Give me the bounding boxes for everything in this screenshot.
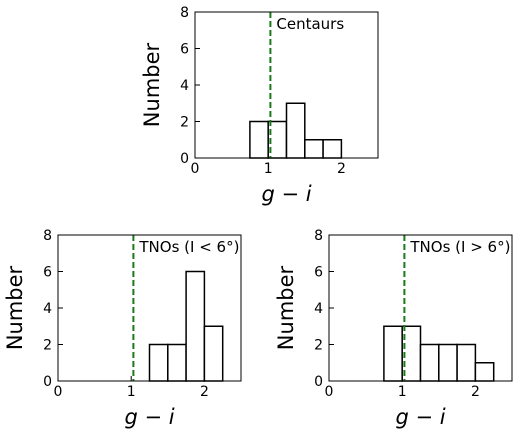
x-tick-label: 0 <box>54 384 63 400</box>
y-tick-label: 4 <box>43 301 52 317</box>
histogram-bar <box>285 102 306 159</box>
y-tick-label: 6 <box>180 42 189 58</box>
y-axis-label: Number <box>274 265 298 350</box>
y-axis-label: Number <box>140 42 164 127</box>
histogram-bar <box>419 343 440 382</box>
y-tick-label: 0 <box>180 151 189 167</box>
y-tick-label: 4 <box>180 78 189 94</box>
histogram-bar <box>249 120 269 159</box>
x-tick-label: 1 <box>127 384 136 400</box>
y-tick-label: 2 <box>314 338 323 354</box>
x-tick-label: 2 <box>337 161 346 177</box>
x-axis-label: g − i <box>261 182 311 206</box>
y-axis-label: Number <box>3 265 27 350</box>
y-tick-label: 4 <box>314 301 323 317</box>
y-tick-label: 8 <box>43 228 52 244</box>
histogram-bar <box>304 139 324 159</box>
histogram-bar <box>185 270 206 382</box>
x-axis-label: g − i <box>395 405 445 429</box>
x-tick-label: 1 <box>398 384 407 400</box>
panel-annotation: TNOs (I > 6°) <box>409 238 510 256</box>
y-tick-label: 2 <box>180 115 189 131</box>
y-tick-label: 2 <box>43 338 52 354</box>
panel-3: 0 1 2 0 2 4 6 8 g − i Number TNOs (I > 6°) <box>274 228 513 429</box>
x-axis-label: g − i <box>124 405 174 429</box>
panel-1: 0 1 2 0 2 4 6 8 g − i Number Centaurs <box>140 5 379 206</box>
histogram-bar <box>438 343 458 382</box>
panel-annotation: Centaurs <box>276 15 344 33</box>
histogram-bar <box>474 362 495 382</box>
panel-annotation: TNOs (I < 6°) <box>138 238 239 256</box>
x-tick-label: 2 <box>471 384 480 400</box>
y-tick-label: 6 <box>43 265 52 281</box>
histogram-bar <box>456 343 477 382</box>
x-tick-label: 0 <box>325 384 334 400</box>
histogram-bar <box>322 139 343 159</box>
y-tick-label: 0 <box>314 374 323 390</box>
panel-2: 0 1 2 0 2 4 6 8 g − i Number TNOs (I < 6°) <box>3 228 242 429</box>
histogram-bar <box>383 325 403 382</box>
y-tick-label: 6 <box>314 265 323 281</box>
x-tick-label: 2 <box>200 384 209 400</box>
y-tick-label: 8 <box>314 228 323 244</box>
x-tick-label: 0 <box>191 161 200 177</box>
histogram-bar <box>167 343 187 382</box>
y-tick-label: 0 <box>43 374 52 390</box>
y-tick-label: 8 <box>180 5 189 21</box>
histogram-bar <box>148 343 169 382</box>
x-tick-label: 1 <box>264 161 273 177</box>
histogram-bar <box>203 325 224 382</box>
